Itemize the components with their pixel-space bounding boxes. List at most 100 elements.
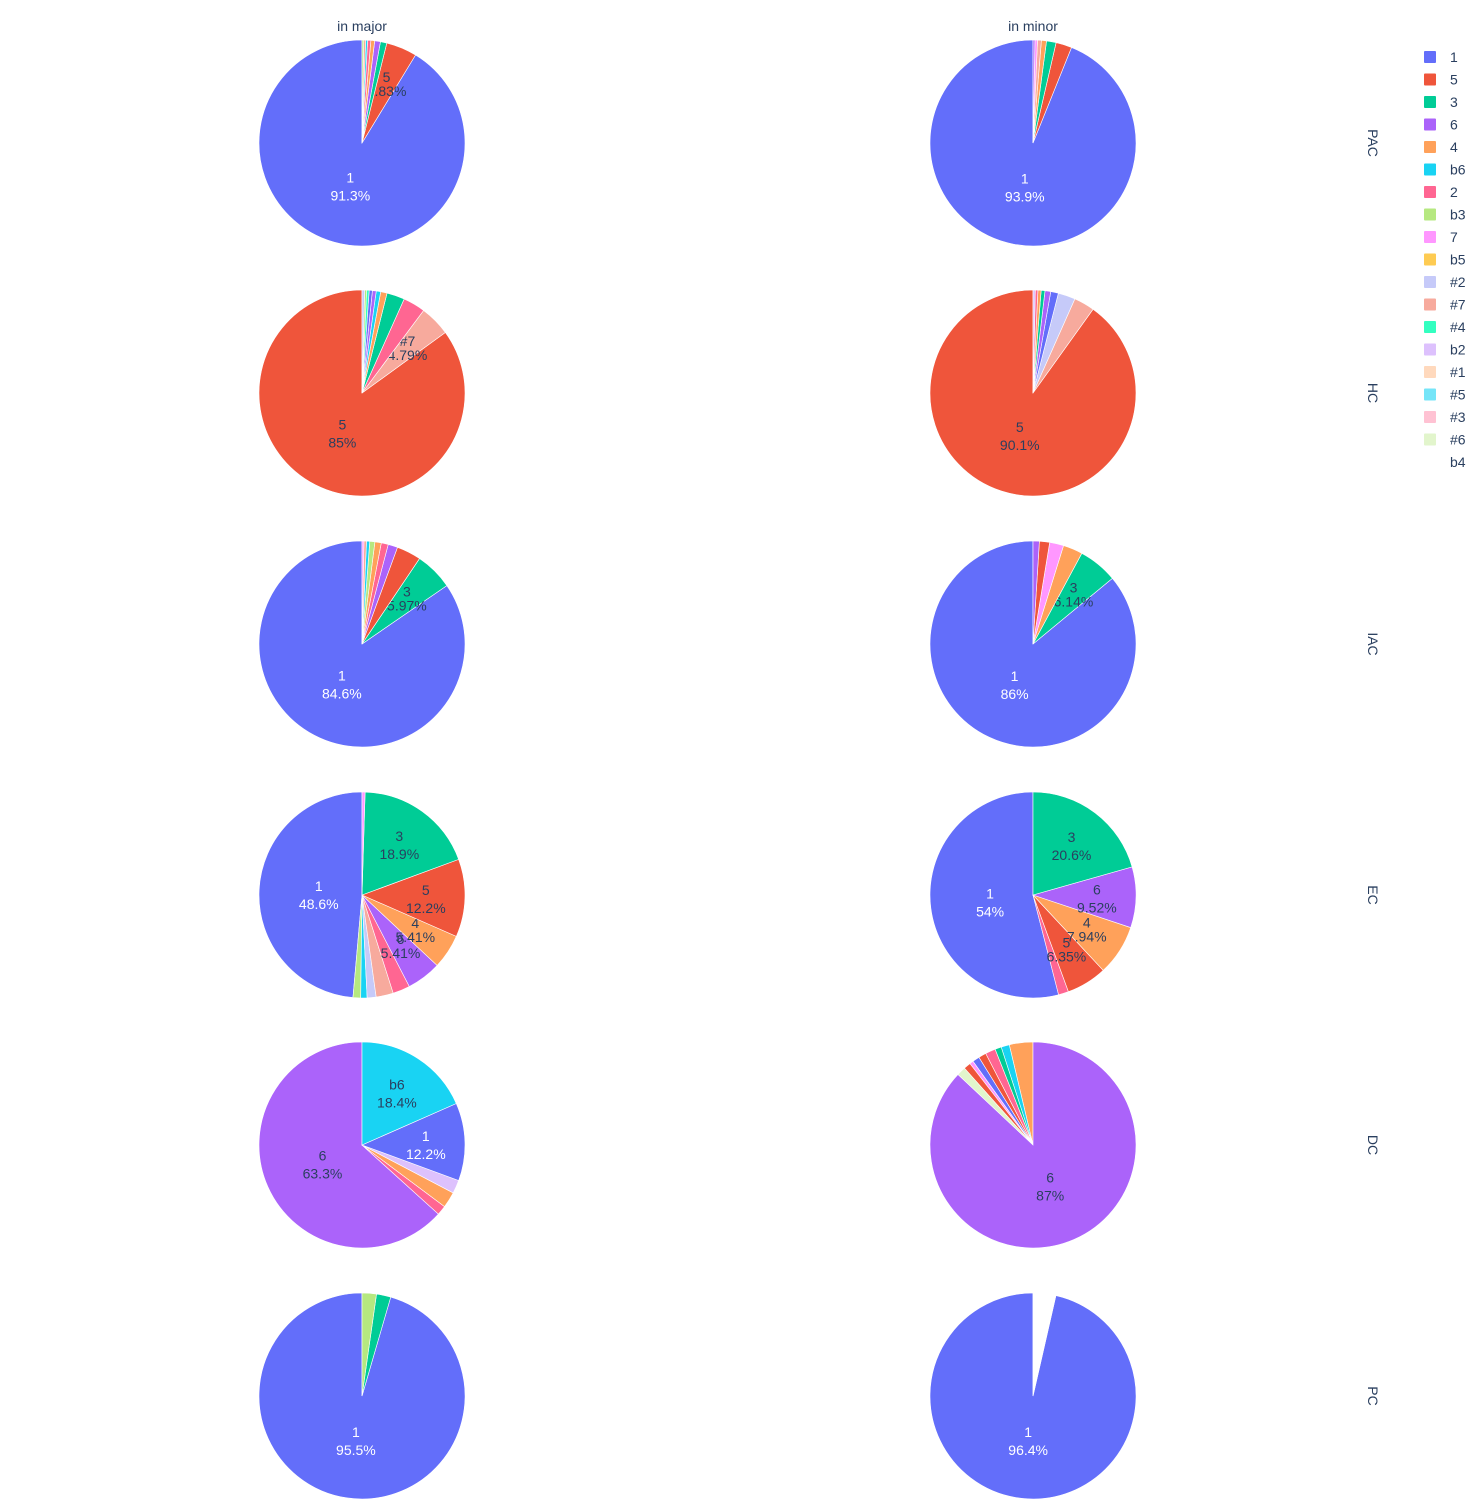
pie-pc-major: 1 95.5% <box>258 1292 466 1500</box>
pie-slice-6[interactable] <box>1032 540 1040 645</box>
legend-label: b3 <box>1450 207 1466 223</box>
legend-item-b4[interactable]: b4 <box>1424 454 1466 470</box>
legend-swatch <box>1424 388 1436 401</box>
pie-slice-6[interactable] <box>929 1041 1137 1249</box>
slice-percent-b6: 18.4% <box>377 1095 417 1111</box>
legend-item-sharp3[interactable]: #3 <box>1424 409 1466 425</box>
pie-pc-minor: 1 96.4% <box>929 1292 1137 1500</box>
legend-item-4[interactable]: 4 <box>1424 139 1458 155</box>
legend-swatch <box>1424 73 1436 86</box>
legend-item-sharp2[interactable]: #2 <box>1424 274 1466 290</box>
slice-percent-1: 96.4% <box>1008 1442 1048 1458</box>
pie-slice-3[interactable] <box>1032 791 1133 896</box>
legend-label: #1 <box>1450 364 1466 380</box>
pie-slice-sharp2[interactable] <box>361 289 365 394</box>
legend-swatch <box>1424 456 1436 468</box>
slice-label-1: 1 <box>986 885 994 901</box>
slice-percent-1: 93.9% <box>1005 188 1045 204</box>
row-title-hc: HC <box>1365 383 1381 403</box>
slice-label-6: 6 <box>319 1148 327 1164</box>
legend-label: 4 <box>1450 139 1458 155</box>
pie-slice-b6[interactable] <box>361 1041 457 1146</box>
legend-item-7[interactable]: 7 <box>1424 229 1458 245</box>
slice-percent-1: 84.6% <box>322 685 362 701</box>
slice-label-1: 1 <box>338 667 346 683</box>
pie-slice-5[interactable] <box>361 858 466 937</box>
slice-percent-4: 5.41% <box>395 929 435 945</box>
slice-percent-sharp7: 4.79% <box>388 347 428 363</box>
slice-label-4: 4 <box>411 915 419 931</box>
legend: 1 5 3 6 4 b6 2 b3 7 b5 #2 #7 #4 b2 #1 #5 #3 #6 b4 <box>1424 49 1466 470</box>
row-title-dc: DC <box>1365 1135 1381 1155</box>
legend-label: #3 <box>1450 409 1466 425</box>
pie-slice-6[interactable] <box>258 1041 439 1249</box>
legend-item-sharp4[interactable]: #4 <box>1424 319 1466 335</box>
slice-label-6: 6 <box>397 931 405 947</box>
pie-slice-7[interactable] <box>361 540 365 645</box>
legend-item-b6[interactable]: b6 <box>1424 162 1466 178</box>
slice-label-3: 3 <box>1068 829 1076 845</box>
pie-slice-7[interactable] <box>361 791 366 896</box>
legend-swatch <box>1424 96 1436 108</box>
column-title-minor: in minor <box>1008 18 1058 34</box>
pie-pac-major: 1 91.3% 54.83% <box>258 39 466 247</box>
legend-item-b5[interactable]: b5 <box>1424 252 1466 268</box>
pie-pac-minor: 1 93.9% <box>929 39 1137 247</box>
pie-iac-major: 1 84.6% 35.97% <box>258 540 466 748</box>
pie-ec-major: 148.6%65.41%45.41%512.2%318.9% <box>258 791 466 999</box>
legend-item-3[interactable]: 3 <box>1424 94 1458 110</box>
slice-percent-6: 5.41% <box>381 945 421 961</box>
row-title-pc: PC <box>1365 1386 1381 1405</box>
legend-swatch <box>1424 141 1436 153</box>
slice-label-6: 6 <box>1093 881 1101 897</box>
slice-label-3: 3 <box>403 584 411 600</box>
legend-label: #2 <box>1450 274 1466 290</box>
slice-percent-5: 4.83% <box>367 83 407 99</box>
legend-item-sharp7[interactable]: #7 <box>1424 297 1466 313</box>
legend-item-1[interactable]: 1 <box>1424 49 1458 65</box>
slice-percent-5: 6.35% <box>1047 948 1087 964</box>
legend-item-6[interactable]: 6 <box>1424 117 1458 133</box>
slice-label-3: 3 <box>395 828 403 844</box>
row-title-pac: PAC <box>1365 129 1381 157</box>
pie-slice-b4[interactable] <box>1032 1292 1057 1397</box>
pie-slice-6[interactable] <box>1032 39 1036 144</box>
slice-percent-6: 87% <box>1036 1188 1064 1204</box>
slice-percent-6: 63.3% <box>303 1166 343 1182</box>
legend-label: 5 <box>1450 72 1458 88</box>
slice-label-5: 5 <box>1063 934 1071 950</box>
slice-percent-3: 6.14% <box>1054 594 1094 610</box>
pie-slice-b3[interactable] <box>361 1292 377 1397</box>
slice-label-1: 1 <box>1024 1424 1032 1440</box>
pie-ec-minor: 1 54% 56.35% 47.94% 6 9.52% 3 20.6% <box>929 791 1137 999</box>
slice-percent-1: 54% <box>976 903 1004 919</box>
slice-label-5: 5 <box>1016 419 1024 435</box>
legend-item-sharp1[interactable]: #1 <box>1424 364 1466 380</box>
pie-slice-3[interactable] <box>361 791 460 896</box>
slice-label-1: 1 <box>1011 668 1019 684</box>
legend-item-2[interactable]: 2 <box>1424 184 1458 200</box>
legend-item-b2[interactable]: b2 <box>1424 342 1466 358</box>
legend-label: b4 <box>1450 454 1466 470</box>
legend-swatch <box>1424 298 1436 311</box>
pie-slice-1[interactable] <box>361 1103 466 1181</box>
legend-item-sharp5[interactable]: #5 <box>1424 387 1466 403</box>
pie-slice-1[interactable] <box>258 791 363 998</box>
legend-label: #6 <box>1450 432 1466 448</box>
slice-percent-3: 20.6% <box>1052 847 1092 863</box>
slice-percent-1: 91.3% <box>330 188 370 204</box>
legend-item-b3[interactable]: b3 <box>1424 207 1466 223</box>
legend-label: 3 <box>1450 94 1458 110</box>
legend-swatch <box>1424 321 1436 333</box>
pie-slice-b3[interactable] <box>361 39 365 144</box>
legend-item-sharp6[interactable]: #6 <box>1424 432 1466 448</box>
legend-label: b2 <box>1450 342 1466 358</box>
pie-slice-b2[interactable] <box>1032 289 1036 394</box>
slice-label-1: 1 <box>352 1424 360 1440</box>
legend-swatch <box>1424 208 1436 221</box>
pie-iac-minor: 1 86% 36.14% <box>929 540 1137 748</box>
pie-slice-1[interactable] <box>929 791 1059 999</box>
slice-percent-5: 12.2% <box>406 900 446 916</box>
legend-item-5[interactable]: 5 <box>1424 72 1458 88</box>
